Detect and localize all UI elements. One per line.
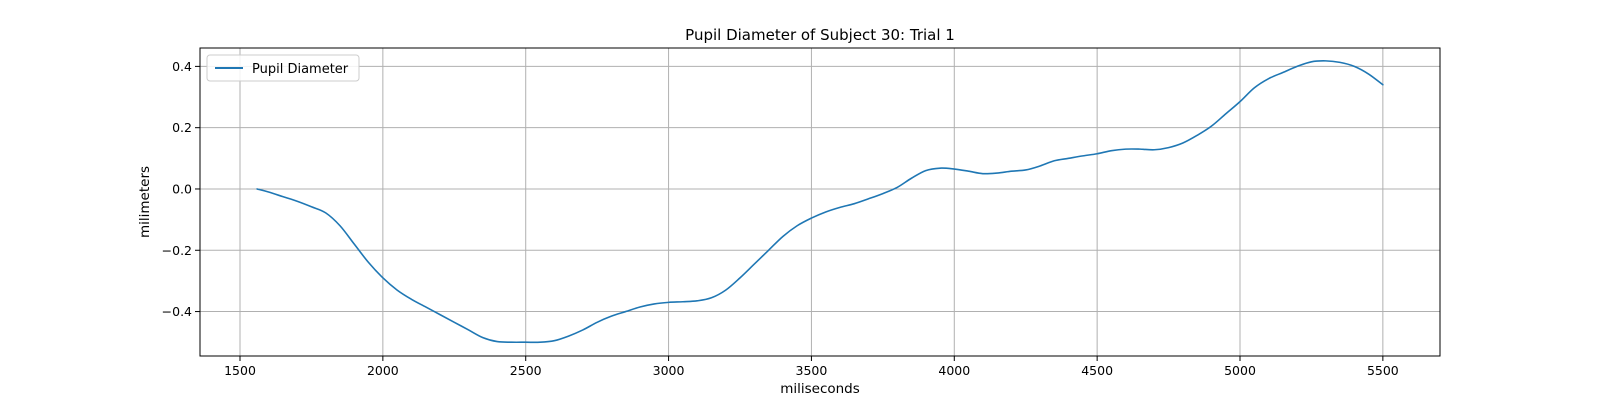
y-tick-label: −0.2 [162, 243, 192, 258]
y-tick-label: 0.0 [172, 181, 192, 196]
x-tick-label: 1500 [224, 363, 256, 378]
grid [200, 48, 1440, 356]
y-tick-label: −0.4 [162, 304, 192, 319]
x-tick-label: 2000 [367, 363, 399, 378]
x-tick-label: 5500 [1367, 363, 1399, 378]
x-tick-label: 5000 [1224, 363, 1256, 378]
legend-entry-pupil-diameter: Pupil Diameter [252, 62, 349, 77]
x-tick-label: 3500 [796, 363, 828, 378]
y-tick-label: 0.2 [172, 120, 192, 135]
x-tick-label: 3000 [653, 363, 685, 378]
legend-box [206, 54, 360, 82]
series-line-pupil-diameter [256, 60, 1384, 344]
x-tick-label: 4500 [1081, 363, 1113, 378]
x-axis-label: miliseconds [780, 381, 860, 397]
y-tick-label: 0.4 [172, 59, 192, 74]
series-layer [256, 60, 1384, 344]
ticks: 1500 2000 2500 3000 3500 4000 4500 5000 5500 −0.4… [162, 59, 1399, 378]
y-axis-label: milimeters [137, 166, 153, 238]
x-tick-label: 4000 [938, 363, 970, 378]
x-tick-label: 2500 [510, 363, 542, 378]
legend: Pupil Diameter [206, 54, 360, 82]
chart-title: Pupil Diameter of Subject 30: Trial 1 [685, 26, 955, 44]
plot-frame [199, 47, 1441, 357]
